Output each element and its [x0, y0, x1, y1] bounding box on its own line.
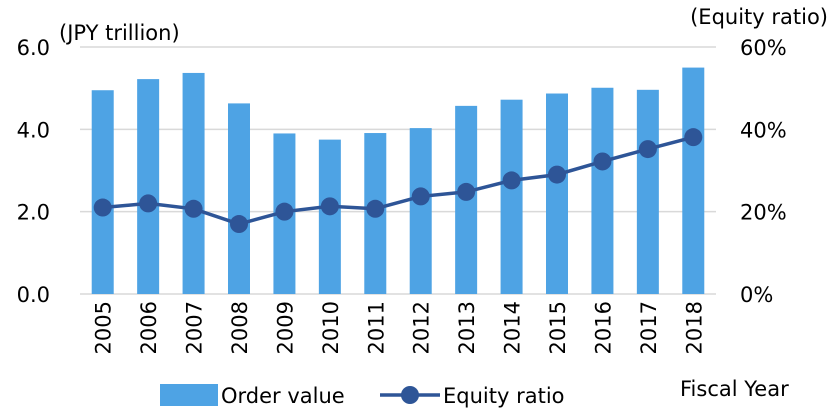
bar-order-value	[409, 128, 432, 294]
bar-order-value	[137, 79, 160, 294]
bar-order-value	[182, 72, 205, 294]
right-axis-tick-label: 0%	[740, 283, 773, 307]
legend-label-order-value: Order value	[221, 384, 345, 408]
x-tick-label: 2008	[228, 301, 252, 354]
x-tick-label: 2013	[455, 301, 479, 354]
x-tick-label: 2009	[273, 301, 297, 354]
point-equity-ratio	[139, 194, 158, 213]
left-axis-tick-label: 6.0	[17, 36, 50, 60]
legend-marker-equity-ratio	[401, 386, 419, 404]
x-tick-label: 2006	[137, 301, 161, 354]
x-tick-label: 2016	[591, 301, 615, 354]
point-equity-ratio	[411, 187, 430, 206]
left-axis-tick-label: 4.0	[17, 118, 50, 142]
left-axis-tick-label: 0.0	[17, 283, 50, 307]
point-equity-ratio	[366, 199, 385, 218]
bar-order-value	[318, 139, 341, 294]
point-equity-ratio	[548, 165, 566, 184]
point-equity-ratio	[184, 199, 203, 218]
line-series-equity-ratio	[93, 128, 703, 234]
point-equity-ratio	[320, 197, 339, 216]
legend-swatch-order-value	[160, 384, 218, 406]
x-tick-label: 2012	[410, 301, 434, 354]
point-equity-ratio	[638, 140, 657, 159]
right-axis-unit-label: (Equity ratio)	[690, 5, 828, 29]
x-tick-label: 2007	[183, 301, 207, 354]
right-axis-ticks: 0% 20% 40% 60%	[740, 36, 787, 307]
point-equity-ratio	[684, 128, 703, 147]
legend-label-equity-ratio: Equity ratio	[443, 384, 565, 408]
point-equity-ratio	[457, 182, 476, 201]
right-axis-tick-label: 60%	[740, 36, 787, 60]
right-axis-tick-label: 20%	[740, 201, 787, 225]
bar-order-value	[91, 90, 114, 294]
point-equity-ratio	[93, 198, 112, 217]
bar-order-value	[546, 93, 568, 294]
bar-order-value	[682, 67, 705, 294]
x-tick-label: 2014	[501, 301, 525, 354]
x-tick-label: 2010	[319, 301, 343, 354]
x-tick-label: 2018	[682, 301, 706, 354]
point-equity-ratio	[275, 202, 294, 221]
point-equity-ratio	[502, 171, 521, 190]
legend: Order value Equity ratio	[160, 384, 565, 408]
x-tick-label: 2011	[364, 301, 388, 354]
bar-order-value	[228, 103, 250, 294]
gridlines	[80, 46, 716, 295]
x-tick-label: 2017	[637, 301, 661, 354]
x-axis-title: Fiscal Year	[680, 377, 789, 401]
x-axis-ticks: 2005 2006 2007 2008 2009 2010 2011 2012 2013 2014…	[92, 301, 707, 354]
x-tick-label: 2015	[546, 301, 570, 354]
right-axis-tick-label: 40%	[740, 118, 787, 142]
bar-order-value	[500, 99, 523, 295]
left-axis-unit-label: (JPY trillion)	[59, 21, 180, 45]
bar-order-value	[591, 87, 614, 294]
point-equity-ratio	[230, 215, 248, 234]
x-tick-label: 2005	[92, 301, 116, 354]
left-axis-ticks: 0.0 2.0 4.0 6.0	[17, 36, 50, 307]
bar-series-order-value	[91, 67, 705, 295]
point-equity-ratio	[593, 152, 612, 171]
bar-order-value	[636, 89, 659, 295]
left-axis-tick-label: 2.0	[17, 201, 50, 225]
